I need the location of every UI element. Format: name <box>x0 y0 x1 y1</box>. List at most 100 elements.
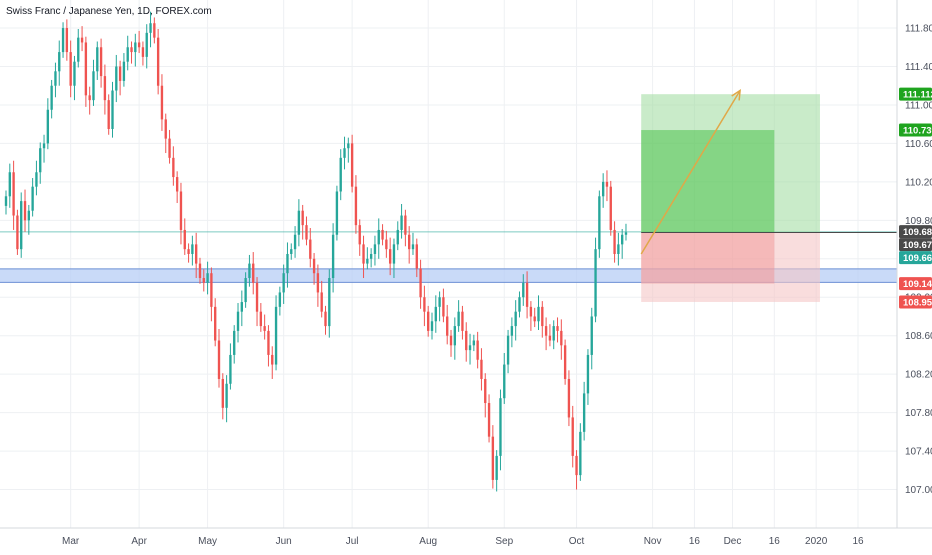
time-axis-label: Jul <box>346 536 359 547</box>
price-tag-label: 110.739 <box>903 126 932 137</box>
candle-body <box>255 282 259 312</box>
candle-body <box>122 61 126 81</box>
candle-up <box>552 320 555 350</box>
time-axis-label: Apr <box>131 536 147 547</box>
candle-body <box>362 244 365 264</box>
candle-body <box>198 263 202 279</box>
candle-body <box>305 225 308 240</box>
candle-down <box>320 280 323 318</box>
price-axis-label: 111.400 <box>905 62 932 73</box>
candle-up <box>328 269 331 338</box>
candle-down <box>252 252 255 295</box>
candle-up <box>35 160 38 196</box>
candle-down <box>103 64 107 115</box>
candle-body <box>175 177 179 192</box>
candle-up <box>396 221 399 251</box>
candle-down <box>567 370 571 427</box>
candle-body <box>141 47 145 57</box>
candle-down <box>141 41 145 66</box>
candle-down <box>465 322 468 362</box>
candle-body <box>12 172 15 216</box>
candle-down <box>324 305 327 335</box>
candle-down <box>613 221 616 263</box>
candle-up <box>331 223 335 293</box>
candle-body <box>347 143 350 149</box>
candle-body <box>560 330 563 346</box>
candle-body <box>168 138 171 158</box>
candle-body <box>107 100 110 129</box>
candle-body <box>4 196 8 206</box>
candle-up <box>297 199 301 247</box>
loss-zone-filled <box>641 232 775 284</box>
candle-up <box>50 79 53 119</box>
candle-down <box>198 257 202 284</box>
candle-up <box>586 349 590 405</box>
arrow-head <box>731 89 741 101</box>
candle-up <box>392 238 396 279</box>
candle-up <box>115 54 118 103</box>
price-axis-label: 107.000 <box>905 485 932 496</box>
price-tag-background <box>899 123 932 137</box>
candle-down <box>563 339 567 385</box>
price-axis-label: 107.800 <box>905 408 932 419</box>
candle-body <box>42 143 46 149</box>
candle-body <box>179 191 183 230</box>
projection-arrow[interactable] <box>640 89 741 255</box>
candle-up <box>134 33 137 67</box>
candle-up <box>225 375 228 423</box>
candle-body <box>210 273 213 307</box>
candle-body <box>556 326 559 331</box>
candle-up <box>236 303 240 343</box>
candle-up <box>594 237 597 323</box>
long-position-tool[interactable] <box>641 94 897 302</box>
candle-down <box>137 30 141 54</box>
candle-up <box>518 291 521 318</box>
candle-down <box>385 230 388 258</box>
candle-down <box>541 301 544 338</box>
candle-up <box>472 334 476 352</box>
candle-up <box>503 353 506 404</box>
candle-body <box>77 37 80 62</box>
candle-down <box>80 26 84 52</box>
candle-up <box>96 41 99 80</box>
candle-down <box>350 134 354 193</box>
candle-body <box>484 378 487 404</box>
candle-body <box>381 229 384 240</box>
candle-up <box>244 272 247 308</box>
candle-body <box>111 90 114 129</box>
candle-body <box>480 359 483 379</box>
candle-body <box>411 244 415 250</box>
candle-up <box>61 22 65 58</box>
candle-up <box>369 248 373 268</box>
candle-body <box>495 455 498 480</box>
candle-body <box>514 311 517 327</box>
price-tag-label: 109.142 <box>903 279 932 290</box>
candle-body <box>594 249 597 317</box>
candle-body <box>84 42 88 96</box>
candle-down <box>419 259 422 309</box>
stop-price-tag: 108.951 <box>899 295 932 309</box>
candle-up <box>39 142 42 184</box>
price-tag-background <box>899 295 932 309</box>
candle-up <box>233 325 236 364</box>
stop-inner-tag: 109.142 <box>899 277 932 291</box>
candle-up <box>27 204 31 235</box>
time-axis[interactable]: Mar Apr May Jun Jul Aug Sep Oct Nov 16 Dec 16 2020 16 <box>0 527 932 547</box>
candle-body <box>430 321 434 331</box>
candle-body <box>267 330 270 355</box>
candle-up <box>278 286 282 316</box>
candle-up <box>624 223 628 241</box>
candle-body <box>156 37 160 86</box>
candle-body <box>613 229 616 254</box>
candle-up <box>42 134 46 163</box>
candle-body <box>434 306 437 322</box>
candle-up <box>293 226 297 258</box>
candle-up <box>377 218 380 259</box>
chart-title: Swiss Franc / Japanese Yen, 1D, FOREX.co… <box>6 6 212 17</box>
price-tag-label: 109.682 <box>903 227 932 238</box>
candle-up <box>506 329 510 374</box>
candle-up <box>579 423 582 481</box>
candle-down <box>605 170 609 202</box>
